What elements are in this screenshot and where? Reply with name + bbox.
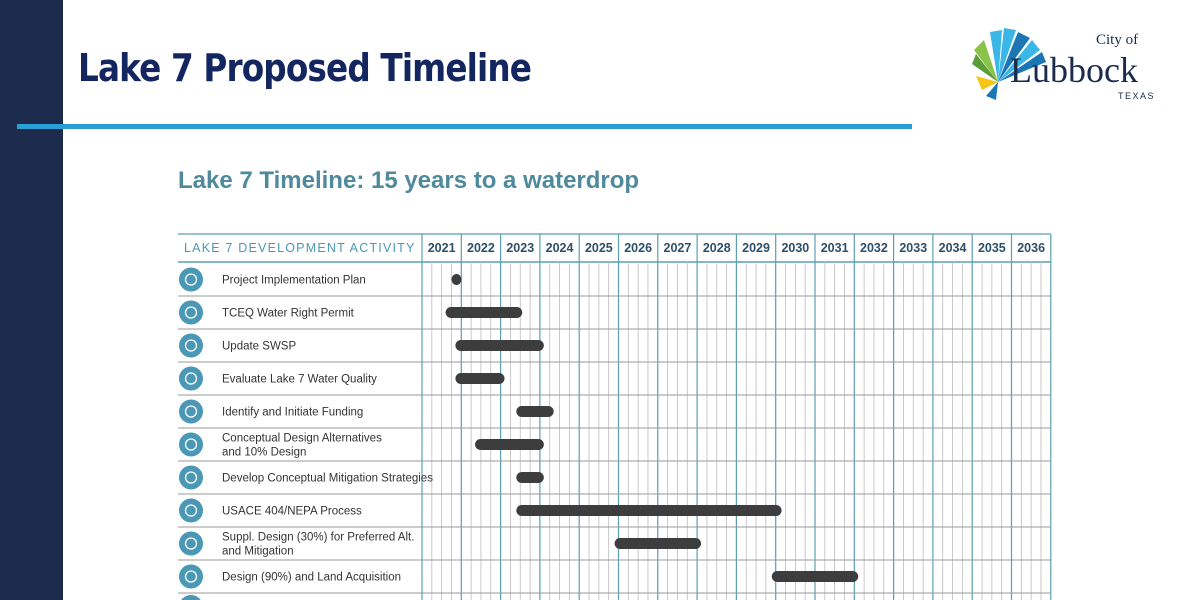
gantt-bar [516, 472, 544, 483]
logo-state: TEXAS [1118, 91, 1155, 101]
year-labels: 2021 2022 2023 2024 2025 2026 2027 2028 2029 2030… [428, 241, 1045, 255]
logo-city: Lubbock [1010, 50, 1138, 90]
year-label: 2033 [899, 241, 927, 255]
title-rule [17, 124, 912, 129]
cycle-icon [179, 333, 203, 358]
activity-label: Project Implementation Plan [222, 275, 366, 287]
gantt-bars [445, 274, 859, 582]
gantt-bar [516, 505, 782, 516]
year-label: 2021 [428, 241, 456, 255]
slide-title: Lake 7 Proposed Timeline [78, 46, 532, 90]
year-label: 2036 [1017, 241, 1045, 255]
year-label: 2023 [506, 241, 534, 255]
year-label: 2027 [664, 241, 692, 255]
activity-label: Conceptual Design Alternatives [222, 433, 382, 445]
target-icon [179, 465, 203, 490]
gantt-bar [455, 373, 505, 384]
lightbulb-icon [179, 531, 203, 556]
year-label: 2035 [978, 241, 1006, 255]
grid-layer [178, 233, 1052, 600]
year-label: 2028 [703, 241, 731, 255]
year-label: 2029 [742, 241, 770, 255]
lightbulb-icon [181, 595, 201, 600]
activity-label: TCEQ Water Right Permit [222, 308, 355, 320]
logo-city-of: City of [1096, 32, 1138, 48]
activity-label: Design (90%) and Land Acquisition [222, 572, 401, 584]
activity-label: Develop Conceptual Mitigation Strategies [222, 473, 433, 485]
activity-label: and Mitigation [222, 546, 294, 558]
activity-rows: Project Implementation Plan TCEQ Water Ri… [178, 267, 1051, 600]
dollar-icon [179, 399, 203, 424]
activity-label: Identify and Initiate Funding [222, 407, 363, 419]
activity-label: USACE 404/NEPA Process [222, 506, 362, 518]
year-label: 2022 [467, 241, 495, 255]
activity-label: and 10% Design [222, 447, 306, 459]
monitor-icon [179, 300, 203, 325]
year-label: 2034 [939, 241, 967, 255]
year-label: 2024 [546, 241, 574, 255]
activity-label: Suppl. Design (30%) for Preferred Alt. [222, 532, 414, 544]
year-label: 2026 [624, 241, 652, 255]
gantt-bar [451, 274, 462, 285]
side-bar [0, 0, 63, 600]
lightbulb-icon [179, 432, 203, 457]
year-label: 2025 [585, 241, 613, 255]
lightbulb-icon [179, 267, 203, 292]
activity-label: Update SWSP [222, 341, 296, 353]
activity-label: Evaluate Lake 7 Water Quality [222, 374, 377, 386]
wrench-icon [179, 366, 203, 391]
gantt-bar [445, 307, 523, 318]
year-label: 2032 [860, 241, 888, 255]
year-label: 2030 [781, 241, 809, 255]
gantt-bar [475, 439, 544, 450]
gantt-bar [771, 571, 859, 582]
share-icon [179, 498, 203, 523]
gantt-bar [614, 538, 702, 549]
gantt-bar [516, 406, 554, 417]
lightbulb-icon [179, 564, 203, 589]
activity-header: LAKE 7 DEVELOPMENT ACTIVITY [184, 241, 416, 255]
gantt-bar [455, 340, 544, 351]
city-logo: City of Lubbock TEXAS [972, 28, 1155, 101]
chart-title: Lake 7 Timeline: 15 years to a waterdrop [178, 167, 640, 194]
year-label: 2031 [821, 241, 849, 255]
logo-rays-icon [972, 28, 1046, 100]
